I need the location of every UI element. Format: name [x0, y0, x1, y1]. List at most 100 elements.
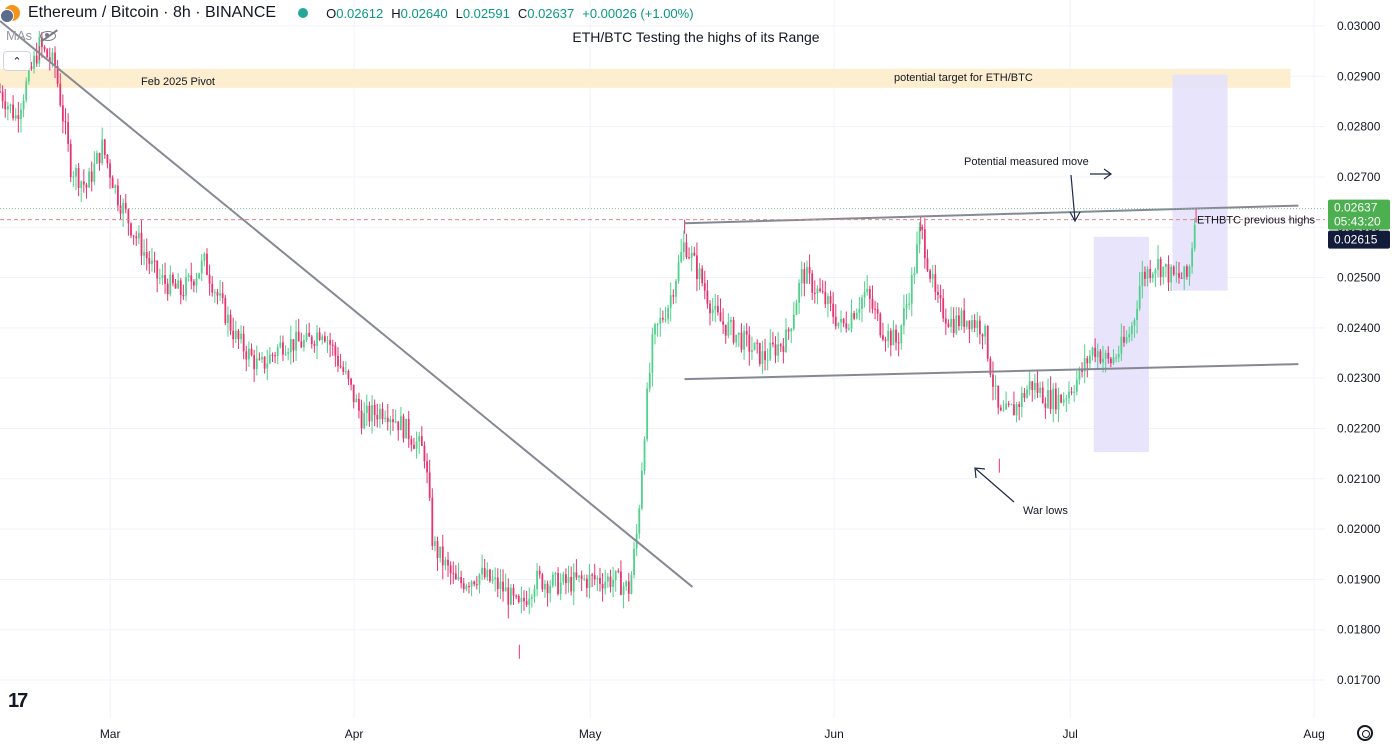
candle-down	[190, 275, 193, 282]
candle-down	[300, 341, 303, 348]
candle-up	[994, 385, 997, 387]
candle-up	[434, 541, 436, 546]
candle-up	[415, 441, 418, 449]
candle-up	[287, 352, 290, 355]
candle-up	[680, 252, 683, 262]
candle-down	[473, 581, 476, 585]
candle-down	[897, 342, 900, 344]
candle-down	[937, 292, 939, 296]
y-tick-label: 0.02700	[1337, 170, 1381, 184]
candle-up	[9, 104, 12, 106]
candle-down	[208, 274, 211, 284]
candle-down	[1167, 264, 1170, 283]
candle-up	[494, 577, 497, 580]
candle-down	[263, 356, 266, 369]
candle-up	[606, 576, 609, 582]
candle-down	[447, 559, 449, 566]
candle-up	[187, 275, 190, 277]
candle-down	[512, 587, 515, 596]
candle-down	[693, 252, 696, 256]
candle-down	[889, 330, 892, 346]
candle-down	[153, 260, 156, 262]
candle-up	[255, 358, 258, 370]
last-price-label: 0.02637	[1334, 201, 1378, 215]
candle-down	[46, 49, 49, 58]
candle-down	[352, 384, 355, 403]
candle-up	[486, 569, 489, 578]
candle-down	[224, 297, 227, 324]
candle-up	[714, 305, 717, 310]
candle-up	[344, 370, 347, 372]
candle-up	[326, 340, 329, 342]
candles	[0, 30, 1196, 619]
candle-down	[968, 320, 971, 330]
candle-up	[1034, 382, 1036, 390]
candle-down	[468, 585, 470, 587]
candle-down	[449, 565, 452, 574]
candle-down	[292, 339, 295, 351]
candle-up	[866, 288, 869, 293]
candle-up	[399, 416, 402, 431]
symbol-title[interactable]: Ethereum / Bitcoin · 8h · BINANCE	[28, 4, 277, 21]
candle-down	[182, 295, 185, 297]
candle-down	[172, 274, 174, 284]
candle-down	[253, 355, 256, 370]
candle-down	[124, 203, 127, 210]
candle-down	[35, 55, 38, 64]
candle-up	[1015, 404, 1018, 416]
candle-up	[682, 242, 685, 253]
candle-down	[1185, 266, 1188, 277]
y-tick-label: 0.02400	[1337, 321, 1381, 335]
candle-up	[75, 168, 77, 177]
candle-up	[1102, 358, 1104, 363]
candle-down	[672, 295, 675, 297]
high-value: 0.02640	[400, 5, 448, 21]
candle-up	[669, 295, 672, 308]
gear-icon[interactable]	[1357, 725, 1373, 741]
candle-down	[242, 333, 245, 352]
indicator-label[interactable]: MAs	[6, 28, 32, 43]
tradingview-logo-icon[interactable]: 17	[8, 690, 28, 712]
y-tick-label: 0.01700	[1337, 673, 1381, 687]
candle-up	[177, 280, 180, 289]
candle-up	[481, 567, 483, 575]
candle-down	[557, 573, 559, 595]
candle-down	[313, 344, 316, 346]
candle-up	[855, 312, 858, 319]
candle-up	[551, 574, 554, 586]
eye-icon[interactable]	[40, 30, 56, 41]
candle-up	[761, 351, 764, 365]
candle-down	[952, 318, 955, 334]
candle-up	[596, 577, 599, 580]
candle-down	[130, 223, 132, 236]
candle-down	[483, 567, 486, 578]
candle-up	[520, 597, 523, 603]
market-status-icon	[298, 8, 309, 18]
candle-up	[630, 575, 633, 594]
candle-up	[198, 273, 201, 279]
candle-up	[903, 308, 905, 326]
candle-up	[384, 417, 387, 419]
candle-up	[562, 574, 565, 583]
candle-down	[758, 342, 761, 365]
candle-up	[578, 575, 580, 578]
candle-down	[709, 303, 711, 314]
candle-up	[93, 163, 96, 182]
candle-up	[614, 570, 617, 581]
candle-down	[580, 575, 583, 579]
candle-down	[358, 398, 360, 411]
candle-up	[465, 585, 468, 590]
candle-up	[816, 288, 819, 294]
candle-down	[90, 171, 93, 182]
candle-down	[1054, 388, 1057, 410]
candle-up	[1188, 266, 1191, 277]
candle-up	[114, 185, 117, 189]
candle-down	[688, 257, 690, 259]
candle-down	[117, 185, 119, 206]
candle-up	[510, 587, 512, 605]
candle-up	[698, 268, 701, 279]
collapse-legend-button[interactable]: ⌃	[3, 51, 31, 71]
candle-up	[1091, 347, 1094, 356]
candle-down	[1107, 352, 1110, 359]
